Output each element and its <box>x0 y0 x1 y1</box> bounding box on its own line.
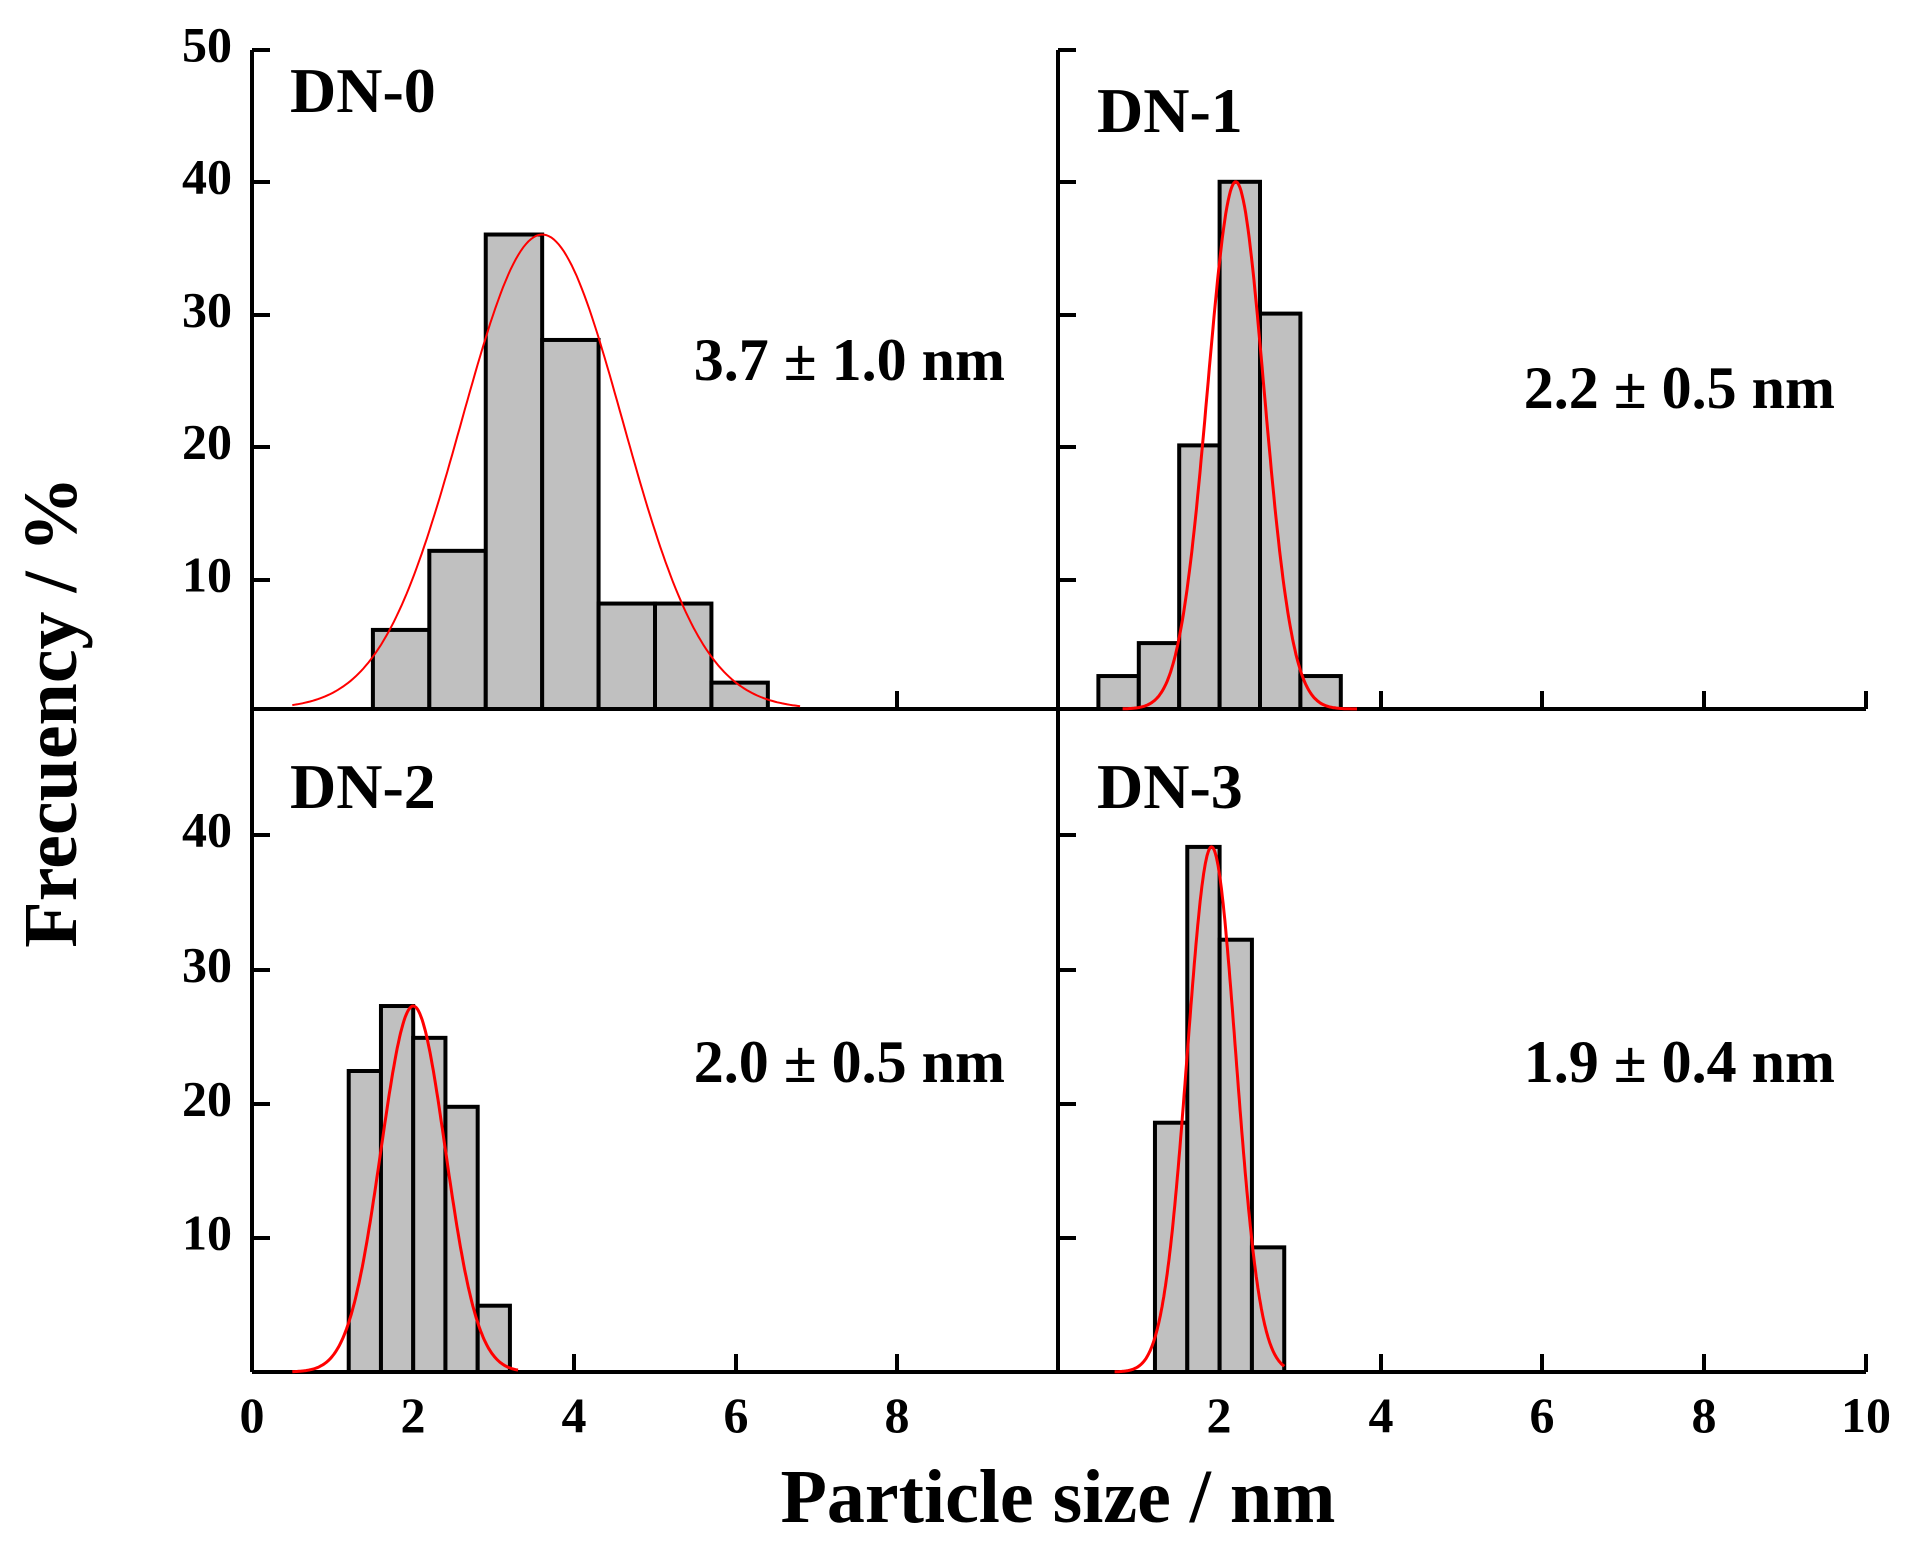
y-tick-label-top-20: 20 <box>182 413 232 469</box>
x-tick-label-left-8: 8 <box>885 1387 910 1443</box>
y-tick-label-bottom-30: 30 <box>182 936 232 992</box>
stat-labels: 3.7 ± 1.0 nm 2.2 ± 0.5 nm 2.0 ± 0.5 nm 1… <box>694 327 1835 1095</box>
bar-dn1-1 <box>1136 641 1182 711</box>
fit-curve-dn3 <box>1114 845 1286 1374</box>
bar-dn2-0 <box>346 1068 383 1375</box>
fit-curve-dn1 <box>1122 180 1357 711</box>
x-tick-label-right-2: 2 <box>1207 1387 1232 1443</box>
x-tick-label-left-6: 6 <box>724 1387 749 1443</box>
fits-layer <box>292 180 1357 1374</box>
stat-label-dn0: 3.7 ± 1.0 nm <box>694 327 1005 393</box>
x-tick-label-right-10: 10 <box>1841 1387 1891 1443</box>
bar-dn2-2 <box>411 1035 448 1375</box>
bar-dn2-1 <box>378 1004 416 1374</box>
x-tick-label-right-8: 8 <box>1692 1387 1717 1443</box>
bar-dn3-3 <box>1249 1245 1287 1374</box>
y-tick-label-top-10: 10 <box>182 546 232 602</box>
bar-dn0-5 <box>653 601 714 711</box>
bar-dn2-3 <box>443 1104 480 1375</box>
y-axis-title: Frecuency / % <box>9 476 93 947</box>
bar-dn1-5 <box>1298 674 1343 711</box>
bar-dn0-1 <box>427 548 488 712</box>
x-tick-label-left-0: 0 <box>240 1387 265 1443</box>
fit-curve-dn0 <box>292 233 801 708</box>
bar-dn1-2 <box>1177 443 1222 711</box>
y-tick-label-top-30: 30 <box>182 281 232 337</box>
panel-labels: DN-0 DN-1 DN-2 DN-3 <box>290 55 1243 822</box>
stat-label-dn3: 1.9 ± 0.4 nm <box>1524 1029 1835 1095</box>
stat-label-dn1: 2.2 ± 0.5 nm <box>1524 355 1835 421</box>
bar-dn1-0 <box>1096 674 1141 711</box>
bar-dn0-4 <box>596 601 658 711</box>
bar-dn0-0 <box>370 627 432 711</box>
bar-dn3-2 <box>1217 937 1254 1374</box>
bar-dn0-3 <box>540 337 601 711</box>
bar-dn3-1 <box>1185 844 1222 1374</box>
panel-label-dn3: DN-3 <box>1097 751 1243 822</box>
panel-label-dn1: DN-1 <box>1097 75 1243 146</box>
x-tick-label-left-4: 4 <box>562 1387 587 1443</box>
stat-label-dn2: 2.0 ± 0.5 nm <box>694 1029 1005 1095</box>
y-tick-label-bottom-20: 20 <box>182 1070 232 1126</box>
bar-dn1-3 <box>1217 179 1262 712</box>
x-tick-label-left-2: 2 <box>401 1387 426 1443</box>
y-tick-label-bottom-40: 40 <box>182 801 232 857</box>
panel-label-dn0: DN-0 <box>290 55 436 126</box>
bars-layer <box>346 179 1343 1375</box>
fit-curve-dn2 <box>292 1004 519 1374</box>
x-axis-title: Particle size / nm <box>780 1455 1335 1539</box>
tick-labels: 10 20 30 40 50 10 20 30 40 0 2 4 6 8 2 4… <box>182 16 1891 1443</box>
x-tick-label-right-4: 4 <box>1369 1387 1394 1443</box>
panel-label-dn2: DN-2 <box>290 751 436 822</box>
bar-dn0-2 <box>483 232 545 712</box>
y-tick-label-top-50: 50 <box>182 16 232 72</box>
bar-dn1-4 <box>1258 311 1303 711</box>
y-tick-label-bottom-10: 10 <box>182 1204 232 1260</box>
x-tick-label-right-6: 6 <box>1530 1387 1555 1443</box>
y-tick-label-top-40: 40 <box>182 148 232 204</box>
